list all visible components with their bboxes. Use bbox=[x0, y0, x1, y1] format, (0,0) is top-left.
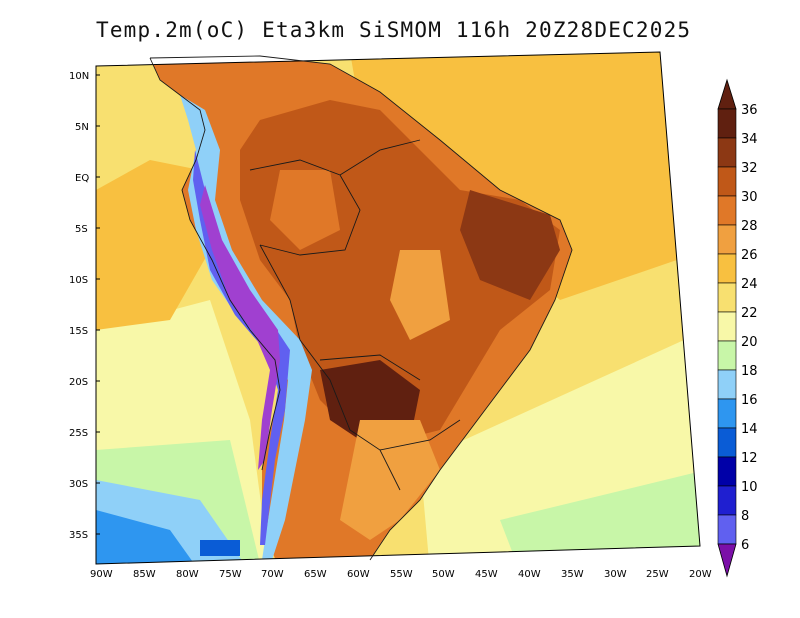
colorbar-label: 18 bbox=[741, 364, 758, 379]
colorbar-segment bbox=[717, 282, 737, 313]
colorbar-label: 8 bbox=[741, 509, 749, 524]
lat-tick-label: 30S bbox=[69, 479, 88, 490]
lat-tick-label: 10S bbox=[69, 275, 88, 286]
lon-tick-label: 20W bbox=[689, 569, 712, 580]
colorbar-label: 6 bbox=[741, 538, 749, 553]
colorbar-segment bbox=[717, 427, 737, 458]
colorbar-segment bbox=[717, 456, 737, 487]
colorbar-segment bbox=[717, 340, 737, 371]
lon-tick-label: 45W bbox=[475, 569, 498, 580]
lat-tick-label: EQ bbox=[75, 173, 89, 184]
lon-tick-label: 40W bbox=[518, 569, 541, 580]
lat-tick-label: 5S bbox=[75, 224, 88, 235]
colorbar-label: 26 bbox=[741, 248, 758, 263]
colorbar-label: 12 bbox=[741, 451, 758, 466]
colorbar-label: 14 bbox=[741, 422, 758, 437]
colorbar-segment bbox=[717, 485, 737, 516]
lon-tick-label: 70W bbox=[261, 569, 284, 580]
colorbar-segment bbox=[717, 253, 737, 284]
lon-tick-label: 85W bbox=[133, 569, 156, 580]
lon-tick-label: 80W bbox=[176, 569, 199, 580]
colorbar-segment bbox=[717, 369, 737, 400]
country-borders bbox=[149, 55, 573, 561]
colorbar-segment bbox=[717, 398, 737, 429]
lon-tick-label: 55W bbox=[390, 569, 413, 580]
map-frame bbox=[95, 51, 701, 565]
colorbar-label: 34 bbox=[741, 132, 758, 147]
lat-tick-label: 35S bbox=[69, 530, 88, 541]
temperature-field bbox=[96, 52, 700, 564]
colorbar-segment bbox=[717, 311, 737, 342]
lon-tick-label: 50W bbox=[432, 569, 455, 580]
colorbar-label: 20 bbox=[741, 335, 758, 350]
lon-tick-label: 25W bbox=[646, 569, 669, 580]
lon-tick-label: 35W bbox=[561, 569, 584, 580]
colorbar-label: 32 bbox=[741, 161, 758, 176]
colorbar-label: 28 bbox=[741, 219, 758, 234]
colorbar-segment bbox=[717, 137, 737, 168]
lat-tick-label: 20S bbox=[69, 377, 88, 388]
colorbar-label: 22 bbox=[741, 306, 758, 321]
colorbar: 36 34 32 30 28 26 24 22 20 18 16 14 12 1… bbox=[717, 78, 758, 578]
map-title: Temp.2m(oC) Eta3km SiSMOM 116h 20Z28DEC2… bbox=[96, 18, 692, 42]
lon-axis: 90W 85W 80W 75W 70W 65W 60W 55W 50W 45W … bbox=[90, 569, 712, 580]
lon-tick-label: 90W bbox=[90, 569, 113, 580]
colorbar-segment bbox=[717, 514, 737, 545]
colorbar-segment bbox=[717, 108, 737, 139]
lon-tick-label: 75W bbox=[219, 569, 242, 580]
lat-tick-label: 5N bbox=[75, 122, 89, 133]
lat-tick-label: 10N bbox=[69, 71, 89, 82]
lat-tick-label: 25S bbox=[69, 428, 88, 439]
colorbar-segment bbox=[717, 224, 737, 255]
colorbar-label: 30 bbox=[741, 190, 758, 205]
lat-axis: 10N 5N EQ 5S 10S 15S 20S 25S 30S 35S bbox=[69, 71, 100, 541]
colorbar-bottom-arrow bbox=[717, 543, 737, 578]
colorbar-segment bbox=[717, 166, 737, 197]
colorbar-label: 16 bbox=[741, 393, 758, 408]
colorbar-top-arrow bbox=[717, 78, 737, 110]
colorbar-label: 36 bbox=[741, 103, 758, 118]
lon-tick-label: 30W bbox=[604, 569, 627, 580]
lat-tick-label: 15S bbox=[69, 326, 88, 337]
lon-tick-label: 65W bbox=[304, 569, 327, 580]
colorbar-segment bbox=[717, 195, 737, 226]
colorbar-label: 10 bbox=[741, 480, 758, 495]
colorbar-label: 24 bbox=[741, 277, 758, 292]
lon-tick-label: 60W bbox=[347, 569, 370, 580]
